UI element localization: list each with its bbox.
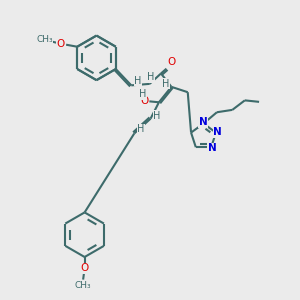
Text: O: O: [168, 58, 176, 68]
Text: H: H: [134, 76, 142, 86]
Text: H: H: [153, 111, 161, 121]
Text: N: N: [213, 127, 222, 137]
Text: H: H: [148, 72, 155, 82]
Text: CH₃: CH₃: [74, 281, 91, 290]
Text: N: N: [208, 143, 217, 153]
Text: H: H: [139, 89, 146, 99]
Text: N: N: [199, 117, 207, 128]
Text: H: H: [137, 124, 145, 134]
Text: H: H: [162, 79, 169, 89]
Text: O: O: [57, 39, 65, 49]
Text: O: O: [140, 96, 148, 106]
Text: CH₃: CH₃: [36, 35, 53, 44]
Text: O: O: [80, 263, 89, 273]
